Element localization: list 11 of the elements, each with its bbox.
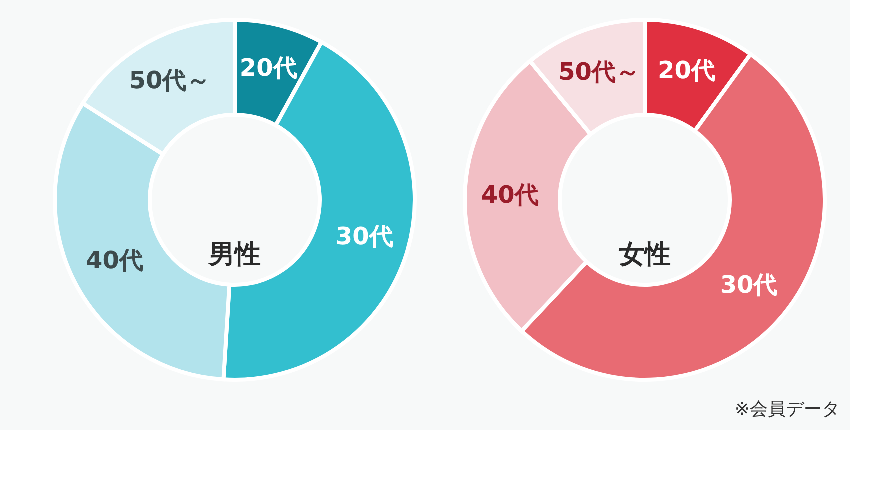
slice-label: 40代	[481, 180, 539, 209]
slice-label: 50代～	[558, 58, 640, 86]
text: ※会員データ	[734, 399, 840, 420]
slice-label: 30代	[720, 271, 778, 300]
slice-label: 50代～	[129, 66, 211, 95]
text: 男性	[208, 240, 261, 270]
slice-label: 30代	[336, 222, 394, 251]
slice-label: 20代	[240, 54, 298, 82]
slice-label: 20代	[658, 56, 716, 85]
slice-label: 40代	[86, 246, 144, 274]
text: 女性	[618, 240, 671, 270]
